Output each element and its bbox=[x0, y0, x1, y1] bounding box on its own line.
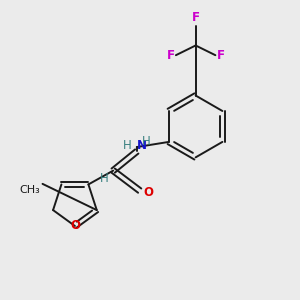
Text: O: O bbox=[70, 220, 80, 232]
Text: H: H bbox=[99, 172, 108, 185]
Text: F: F bbox=[192, 11, 200, 24]
Text: O: O bbox=[143, 186, 153, 199]
Text: H: H bbox=[142, 135, 151, 148]
Text: F: F bbox=[167, 49, 174, 62]
Text: H: H bbox=[123, 139, 131, 152]
Text: F: F bbox=[217, 49, 225, 62]
Text: N: N bbox=[137, 139, 147, 152]
Text: CH₃: CH₃ bbox=[20, 185, 40, 195]
